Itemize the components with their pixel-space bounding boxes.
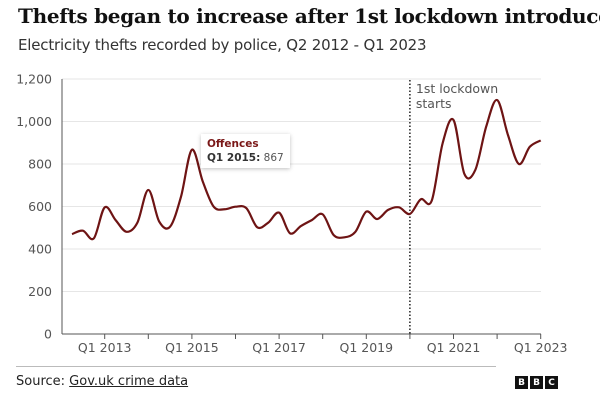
series-line-offences bbox=[71, 98, 542, 241]
tooltip-series: Offences bbox=[207, 138, 259, 150]
y-tick-label: 200 bbox=[28, 284, 52, 299]
tooltip-label: Q1 2015: bbox=[207, 152, 261, 164]
x-tick-label: Q1 2023 bbox=[514, 340, 568, 355]
bbc-logo-b2: B bbox=[530, 376, 543, 389]
x-tick-label: Q1 2021 bbox=[427, 340, 481, 355]
y-tick-label: 1,000 bbox=[16, 114, 52, 129]
y-tick-label: 0 bbox=[44, 327, 52, 342]
source-link[interactable]: Gov.uk crime data bbox=[69, 374, 189, 389]
chart-subtitle: Electricity thefts recorded by police, Q… bbox=[18, 36, 427, 54]
bbc-logo: B B C bbox=[515, 376, 558, 389]
bbc-logo-b1: B bbox=[515, 376, 528, 389]
source-prefix: Source: bbox=[16, 374, 70, 389]
tooltip-value: 867 bbox=[263, 152, 284, 164]
tooltip: Offences Q1 2015: 867 bbox=[201, 134, 290, 168]
y-tick-label: 400 bbox=[28, 242, 52, 257]
lockdown-annotation-line2: starts bbox=[416, 96, 452, 111]
source-note: Source: Gov.uk crime data bbox=[16, 374, 188, 389]
lockdown-annotation-line1: 1st lockdown bbox=[416, 81, 498, 96]
y-tick-label: 600 bbox=[28, 199, 52, 214]
chart-title: Thefts began to increase after 1st lockd… bbox=[18, 4, 600, 28]
x-tick-label: Q1 2013 bbox=[78, 340, 132, 355]
x-tick-label: Q1 2015 bbox=[165, 340, 219, 355]
x-tick-label: Q1 2019 bbox=[340, 340, 394, 355]
x-tick-label: Q1 2017 bbox=[252, 340, 306, 355]
y-tick-label: 800 bbox=[28, 157, 52, 172]
y-tick-label: 1,200 bbox=[16, 72, 52, 87]
footer-divider bbox=[16, 366, 496, 367]
bbc-logo-c: C bbox=[545, 376, 558, 389]
